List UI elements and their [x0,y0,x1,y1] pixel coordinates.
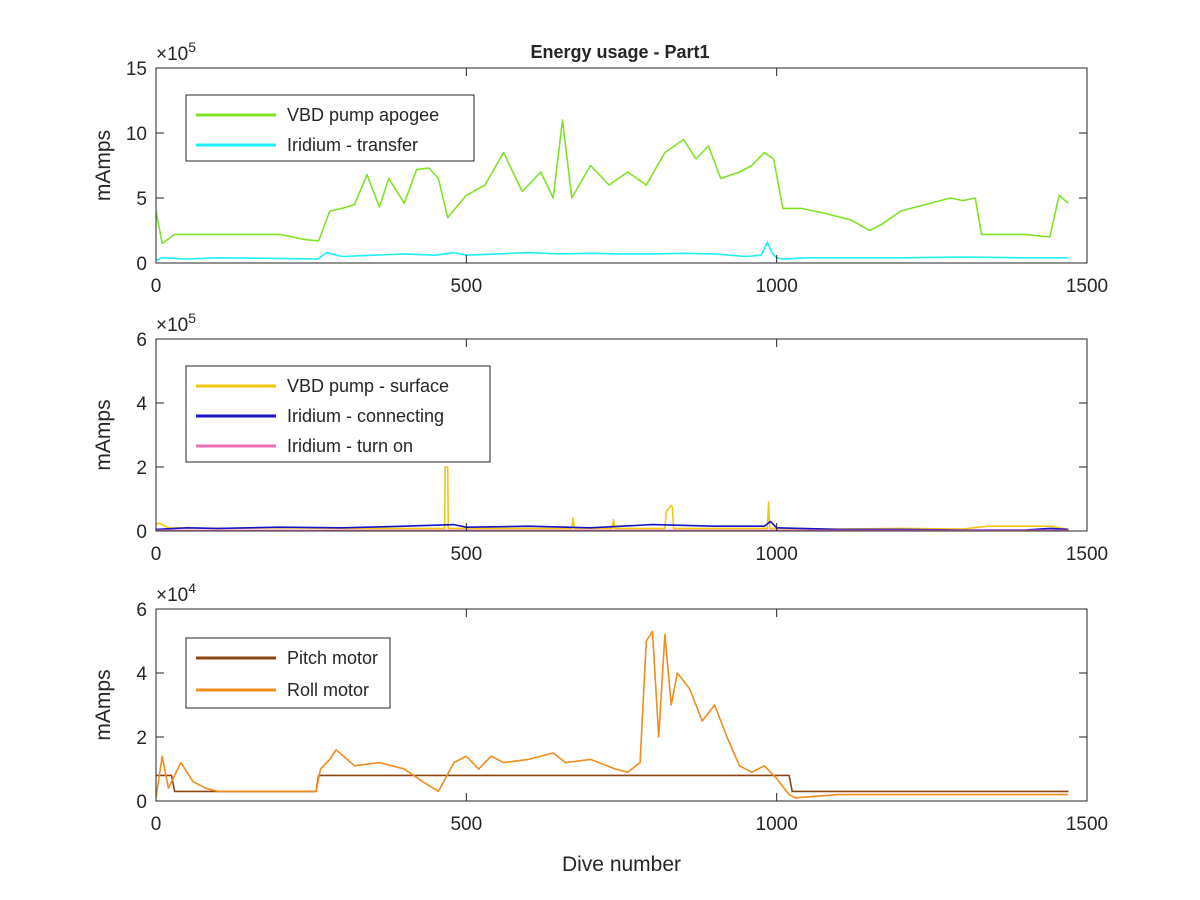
y-exponent-base: ×10 [156,585,188,606]
y-exponent-power: 5 [188,39,196,55]
plot-area-frame [155,67,1088,264]
y-tick-label: 2 [136,458,147,479]
x-tick-label: 0 [151,276,162,297]
legend: VBD pump - surface Iridium - connecting Ir… [185,365,491,463]
x-tick-label: 0 [151,814,162,835]
y-tick-label: 15 [126,59,147,80]
plot-area-frame [155,608,1088,802]
legend-label-iridium-turn-on: Iridium - turn on [287,436,413,456]
y-tick-label: 4 [136,664,147,685]
y-tick-label: 4 [136,394,147,415]
x-tick-label: 500 [450,276,482,297]
x-tick-label: 1500 [1066,276,1108,297]
y-axis-label: mAmps [92,399,115,470]
legend: Pitch motor Roll motor [185,637,391,709]
x-tick-label: 0 [151,544,162,565]
y-axis-label: mAmps [92,669,115,740]
legend-label-vbd-pump-surface: VBD pump - surface [287,376,449,396]
x-tick-label: 1000 [756,544,798,565]
y-exponent-label: ×104 [156,580,196,606]
y-exponent-power: 4 [188,580,196,596]
x-tick-label: 500 [450,544,482,565]
x-tick-label: 1000 [756,814,798,835]
series-group [156,630,1069,799]
y-exponent-base: ×10 [156,44,188,65]
series-line-iridium-transfer [156,241,1069,262]
panel-vbd-surface-iridium: 0 500 1000 1500 0 2 4 6 ×105 mAmps VBD pump - surf… [92,310,1108,565]
legend-box [185,94,475,162]
plot-area-frame [155,338,1088,532]
y-tick-label: 0 [136,792,147,813]
y-tick-label: 6 [136,600,147,621]
legend-label-roll-motor: Roll motor [287,680,369,700]
legend-label-iridium-connecting: Iridium - connecting [287,406,444,426]
y-tick-label: 10 [126,124,147,145]
y-tick-label: 0 [136,254,147,275]
y-tick-label: 6 [136,330,147,351]
figure-title: Energy usage - Part1 [530,42,709,62]
x-axis-label: Dive number [562,853,681,876]
y-exponent-base: ×10 [156,315,188,336]
legend-box [185,637,391,709]
x-tick-label: 1000 [756,276,798,297]
y-axis-label: mAmps [92,130,115,201]
x-tick-label: 1500 [1066,544,1108,565]
y-tick-label: 5 [136,189,147,210]
y-exponent-label: ×105 [156,39,196,65]
x-tick-label: 500 [450,814,482,835]
series-group [156,466,1069,531]
legend-label-iridium-transfer: Iridium - transfer [287,135,418,155]
legend: VBD pump apogee Iridium - transfer [185,94,475,162]
series-line-roll-motor [156,630,1069,799]
y-exponent-power: 5 [188,310,196,326]
series-line-vbd-pump-apogee [156,119,1069,245]
x-tick-label: 1500 [1066,814,1108,835]
legend-label-vbd-pump-apogee: VBD pump apogee [287,105,439,125]
y-tick-label: 0 [136,522,147,543]
series-group [156,119,1069,262]
legend-label-pitch-motor: Pitch motor [287,648,378,668]
y-exponent-label: ×105 [156,310,196,336]
y-tick-label: 2 [136,728,147,749]
